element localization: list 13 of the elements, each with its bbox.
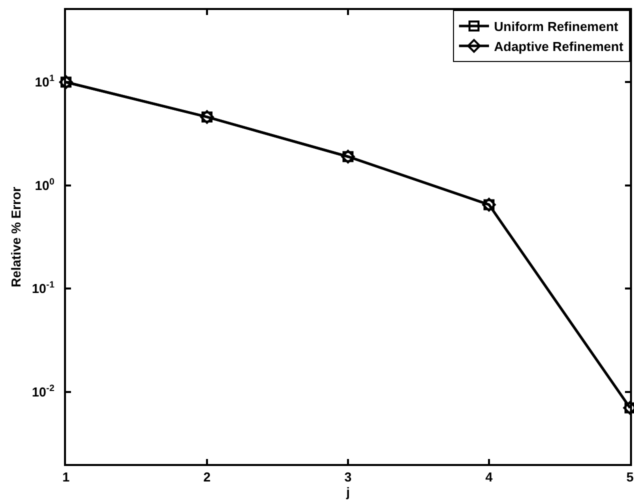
y-tick-label: 10$^{1}$ (34, 73, 54, 90)
x-tick-label: 3 (344, 470, 352, 485)
legend-label: Uniform Refinement (494, 19, 619, 34)
legend-label: Adaptive Refinement (494, 38, 624, 54)
y-tick-label: 10$^{0}$ (34, 176, 54, 193)
x-tick-label: 4 (485, 470, 494, 485)
x-tick-label: 5 (626, 470, 634, 485)
y-axis-title: Relative % Error (8, 186, 24, 288)
x-axis-title: j (345, 484, 350, 500)
x-tick-label: 1 (62, 470, 70, 485)
x-tick-label: 2 (203, 470, 211, 485)
y-tick-label: 10$^{-2}$ (32, 382, 54, 400)
y-tick-label: 10$^{-1}$ (32, 280, 54, 296)
